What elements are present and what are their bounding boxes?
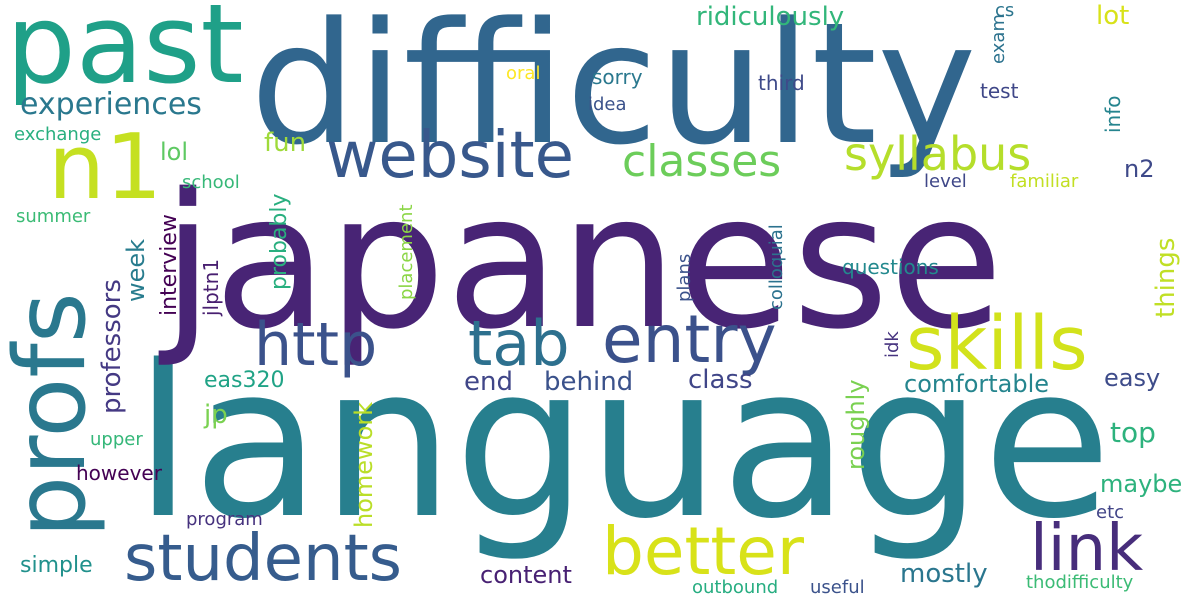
word-info: info xyxy=(1101,95,1125,133)
word-syllabus: syllabus xyxy=(844,127,1031,181)
word-jp: jp xyxy=(203,400,228,430)
word-homework: homework xyxy=(350,402,378,528)
word-professors: professors xyxy=(97,279,127,414)
word-jlptn1: jlptn1 xyxy=(199,259,223,317)
word-third: third xyxy=(758,71,805,95)
word-familiar: familiar xyxy=(1010,171,1079,192)
word-difficulty: difficulty xyxy=(250,0,977,182)
word-lol: lol xyxy=(160,138,188,166)
word-roughly: roughly xyxy=(842,379,870,470)
word-useful: useful xyxy=(810,577,865,598)
word-n2: n2 xyxy=(1124,155,1154,183)
word-language: language xyxy=(134,320,1112,565)
word-http: http xyxy=(254,310,377,380)
word-upper: upper xyxy=(90,429,143,450)
word-idea: idea xyxy=(588,94,627,115)
word-mostly: mostly xyxy=(900,559,988,589)
word-placement: placement xyxy=(396,204,417,300)
word-fun: fun xyxy=(264,128,306,158)
word-school: school xyxy=(182,172,240,193)
word-outbound: outbound xyxy=(692,577,778,598)
word-students: students xyxy=(124,522,402,596)
word-etc: etc xyxy=(1096,502,1124,523)
word-classes: classes xyxy=(622,136,781,187)
word-simple: simple xyxy=(20,553,93,578)
word-behind: behind xyxy=(544,367,633,397)
word-link: link xyxy=(1030,512,1143,586)
word-ridiculously: ridiculously xyxy=(696,2,844,32)
word-top: top xyxy=(1110,416,1156,449)
word-comfortable: comfortable xyxy=(904,370,1049,398)
word-easy: easy xyxy=(1104,364,1160,392)
word-week: week xyxy=(122,239,150,302)
word-entry: entry xyxy=(602,301,777,378)
word-exchange: exchange xyxy=(14,124,101,145)
word-class: class xyxy=(688,365,753,395)
word-n1: n1 xyxy=(48,115,162,220)
word-lot: lot xyxy=(1096,1,1129,31)
word-idk: idk xyxy=(882,331,903,358)
word-program: program xyxy=(186,509,263,530)
word-colloquial: colloquial xyxy=(766,224,787,310)
word-sorry: sorry xyxy=(592,65,643,89)
word-test: test xyxy=(980,79,1019,103)
word-end: end xyxy=(464,367,513,397)
word-content: content xyxy=(480,561,572,589)
word-however: however xyxy=(76,461,163,485)
word-probably: probably xyxy=(267,193,292,290)
word-skills: skills xyxy=(906,301,1088,387)
word-cs: cs xyxy=(995,0,1014,21)
word-summer: summer xyxy=(16,206,91,227)
word-level: level xyxy=(924,171,967,192)
word-things: things xyxy=(1151,238,1181,318)
word-past: past xyxy=(6,0,244,108)
word-exam: exam xyxy=(988,14,1009,64)
word-eas320: eas320 xyxy=(204,368,284,393)
word-experiences: experiences xyxy=(20,87,202,122)
word-thodifficulty: thodifficulty xyxy=(1026,572,1134,593)
word-maybe: maybe xyxy=(1100,470,1182,498)
word-better: better xyxy=(602,513,805,590)
word-tab: tab xyxy=(468,307,570,380)
word-interview: interview xyxy=(157,214,182,316)
word-questions: questions xyxy=(842,255,939,279)
word-oral: oral xyxy=(506,63,540,84)
word-website: website xyxy=(326,119,574,193)
word-plans: plans xyxy=(674,254,695,302)
word-profs: profs xyxy=(0,292,108,538)
word-japanese: japanese xyxy=(158,153,1003,370)
